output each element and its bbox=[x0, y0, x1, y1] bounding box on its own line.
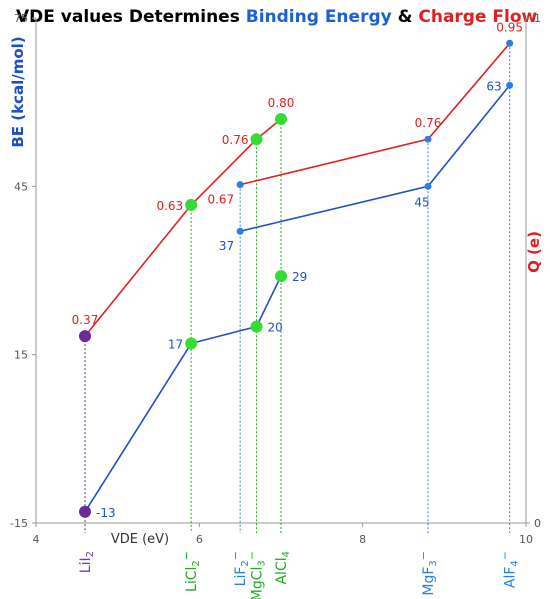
category-label: MgCl3− bbox=[246, 551, 268, 599]
category-label-sub: 3 bbox=[428, 560, 439, 566]
be-series-line bbox=[84, 275, 282, 513]
q-data-label: 0.95 bbox=[496, 20, 523, 34]
category-label-sup: − bbox=[499, 551, 512, 560]
y-left-tick-label: 45 bbox=[14, 180, 28, 193]
category-label-sub: 2 bbox=[240, 560, 251, 566]
y-left-tick-label: 15 bbox=[14, 349, 28, 362]
y-left-tick-label: -15 bbox=[10, 517, 28, 530]
be-data-label: 45 bbox=[414, 195, 429, 209]
q-point bbox=[250, 133, 263, 146]
y-right-tick-label: 0 bbox=[534, 517, 541, 530]
chart-title: VDE values Determines Binding Energy & C… bbox=[16, 7, 538, 27]
be-point bbox=[250, 320, 263, 333]
be-data-label: 37 bbox=[219, 239, 234, 253]
q-point bbox=[185, 198, 198, 211]
category-label: AlF4− bbox=[499, 551, 521, 588]
category-label-base: AlCl bbox=[274, 557, 290, 584]
q-data-label: 0.37 bbox=[72, 313, 99, 327]
category-label-sub: 4 bbox=[510, 560, 521, 566]
category-label: LiF2− bbox=[229, 551, 251, 586]
category-label-sup: − bbox=[417, 551, 430, 560]
q-point bbox=[424, 135, 432, 143]
be-point bbox=[424, 182, 432, 190]
guide-lines bbox=[84, 43, 511, 533]
category-label-sup: − bbox=[246, 551, 259, 560]
category-label-base: LiI bbox=[78, 557, 94, 573]
category-label: AlCl4 bbox=[274, 551, 292, 585]
q-data-label: 0.67 bbox=[207, 193, 234, 207]
category-label: MgF3− bbox=[417, 551, 439, 596]
title-part-2: & bbox=[392, 7, 419, 27]
y-right-tick-label: 1 bbox=[534, 12, 541, 25]
x-axis-label: VDE (eV) bbox=[111, 532, 169, 547]
be-point bbox=[236, 227, 244, 235]
q-data-label: 0.76 bbox=[415, 116, 442, 130]
category-label-sub: 2 bbox=[85, 551, 96, 557]
x-tick-label: 10 bbox=[519, 533, 533, 546]
be-point bbox=[185, 337, 198, 350]
be-data-label: 20 bbox=[268, 321, 283, 335]
data-labels: -13 17 20 29 37 45 63 0.37 0.63 0.76 0.80 0.67 0.76 0… bbox=[72, 20, 523, 520]
category-label-base: MgCl bbox=[250, 567, 266, 599]
category-label-sup: − bbox=[229, 551, 242, 560]
series-markers bbox=[79, 39, 514, 518]
category-label-base: LiF bbox=[233, 567, 249, 587]
be-data-label: 63 bbox=[486, 79, 501, 93]
be-point bbox=[506, 81, 514, 89]
category-label-base: MgF bbox=[421, 567, 437, 596]
category-label-sub: 2 bbox=[191, 560, 202, 566]
x-tick-label: 8 bbox=[359, 533, 366, 546]
title-part-1: Binding Energy bbox=[246, 7, 392, 27]
x-tick-label: 6 bbox=[196, 533, 203, 546]
q-point bbox=[79, 330, 91, 343]
q-data-label: 0.76 bbox=[222, 133, 249, 147]
be-point bbox=[275, 270, 287, 283]
category-label-base: LiCl bbox=[184, 567, 200, 592]
q-point bbox=[506, 39, 514, 47]
be-point bbox=[79, 505, 91, 518]
category-label-sup: − bbox=[180, 551, 193, 560]
axes: -15 15 45 75 0 1 4 6 8 10 VDE (eV) BE (kcal/mol) Q (… bbox=[9, 12, 543, 547]
category-label-sub: 4 bbox=[281, 551, 292, 557]
category-label: LiCl2− bbox=[180, 551, 202, 592]
be-data-label: 29 bbox=[292, 270, 307, 284]
be-data-label: 17 bbox=[168, 337, 183, 351]
title-part-0: VDE values Determines bbox=[16, 7, 246, 27]
category-label-sub: 3 bbox=[257, 560, 268, 566]
q-point bbox=[275, 113, 287, 125]
category-label: LiI2 bbox=[78, 551, 96, 573]
x-tick-label: 4 bbox=[33, 533, 40, 546]
be-data-label: -13 bbox=[96, 506, 116, 520]
q-point bbox=[236, 181, 244, 189]
category-label-base: AlF bbox=[503, 567, 519, 589]
y-left-tick-label: 75 bbox=[14, 12, 28, 25]
q-series-line bbox=[84, 118, 282, 337]
title-part-3: Charge Flow bbox=[418, 7, 537, 27]
y-axis-label-right: Q (e) bbox=[525, 231, 543, 273]
q-data-label: 0.80 bbox=[268, 96, 295, 110]
q-data-label: 0.63 bbox=[156, 199, 183, 213]
y-axis-label-left: BE (kcal/mol) bbox=[9, 36, 27, 147]
